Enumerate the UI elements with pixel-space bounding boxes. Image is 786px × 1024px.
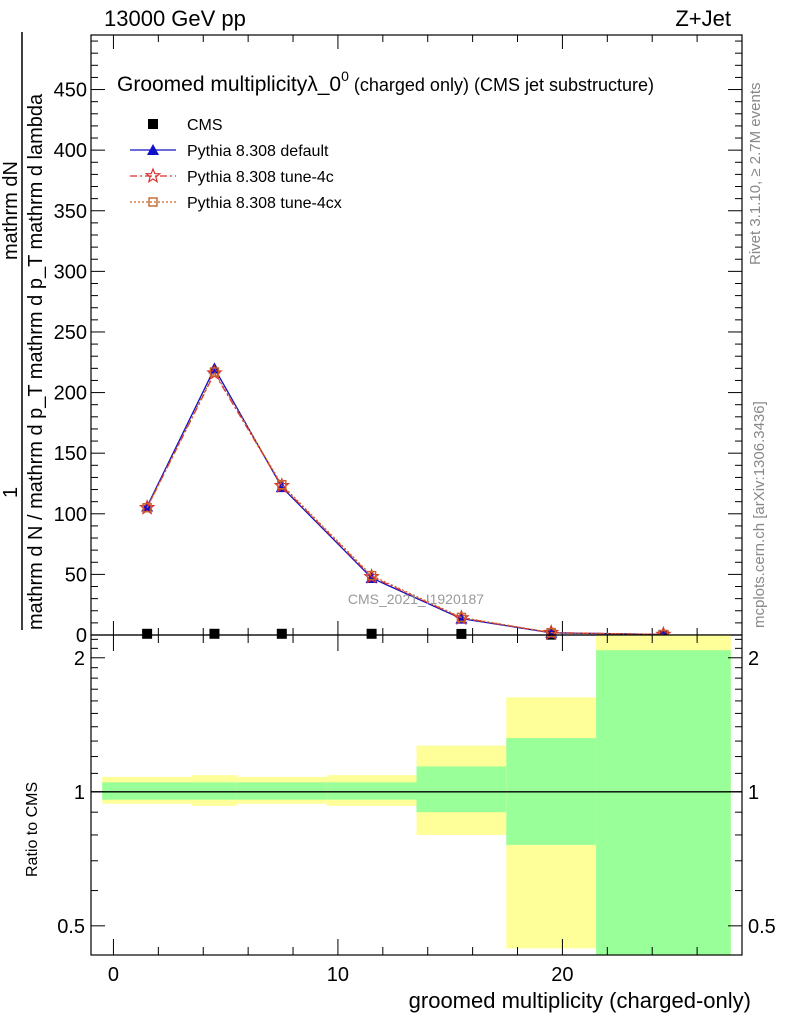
plot-title-rest: (charged only) (CMS jet substructure) <box>349 75 654 95</box>
main-y-tick-label: 350 <box>54 201 87 223</box>
legend-marker <box>144 167 162 184</box>
ratio-band-inner <box>416 766 507 813</box>
data-point <box>542 624 560 640</box>
main-plot-panel: 0 50 100 150 200 250 300 350 400 450 Groomed mult… <box>54 34 743 647</box>
legend: CMS Pythia 8.308 default Pythia 8.308 tune… <box>130 117 342 212</box>
legend-entry: CMS <box>148 117 223 134</box>
main-y-tick-label: 450 <box>54 80 87 102</box>
data-point <box>209 628 220 639</box>
legend-marker <box>148 197 158 207</box>
ratio-band-inner <box>102 782 193 800</box>
main-y-tick-label: 250 <box>54 322 87 344</box>
watermark-label: CMS_2021_I1920187 <box>348 591 484 607</box>
legend-marker <box>147 144 159 155</box>
ratio-y-tick-label-right: 0.5 <box>748 916 776 938</box>
data-point <box>366 570 377 581</box>
x-tick-label: 10 <box>327 964 349 986</box>
rivet-version-label: Rivet 3.1.10, ≥ 2.7M events <box>747 83 764 266</box>
ratio-band-inner <box>326 782 417 800</box>
legend-entry: Pythia 8.308 default <box>130 143 329 160</box>
plot-title: Groomed multiplicityλ_00 (charged only) … <box>117 68 654 96</box>
main-y-axis-label: mathrm d N / mathrm d p_T mathrm d p_T m… <box>0 32 47 630</box>
ratio-band-inner <box>192 782 237 800</box>
plot-title-main: Groomed multiplicityλ_0 <box>117 73 341 96</box>
x-axis-label: groomed multiplicity (charged-only) <box>409 988 751 1013</box>
main-y-tick-label: 150 <box>54 443 87 465</box>
ratio-y-tick-label: 1 <box>74 782 85 804</box>
collision-label: 13000 GeV pp <box>104 6 246 31</box>
ratio-band-inner <box>236 782 327 800</box>
ratio-y-tick-label-right: 2 <box>748 648 759 670</box>
main-y-tick-label: 0 <box>76 625 87 647</box>
x-tick-label: 20 <box>551 964 573 986</box>
ratio-plot-frame <box>90 634 743 956</box>
main-y-tick-label: 100 <box>54 504 87 526</box>
legend-label: Pythia 8.308 default <box>187 143 329 160</box>
legend-label: CMS <box>187 117 223 134</box>
data-point <box>142 503 152 513</box>
y-label-numerator: mathrm dN <box>0 161 22 260</box>
series-cms <box>142 628 669 640</box>
data-point <box>277 479 287 490</box>
legend-label: Pythia 8.308 tune-4c <box>187 169 334 186</box>
data-point <box>209 367 220 377</box>
data-point <box>546 627 556 638</box>
data-point <box>276 628 287 639</box>
data-point <box>142 628 153 639</box>
main-y-tick-label: 50 <box>65 564 87 586</box>
series-pythia-8-308-tune-4cx <box>142 367 669 640</box>
main-y-tick-label: 200 <box>54 383 87 405</box>
legend-label: Pythia 8.308 tune-4cx <box>187 195 342 212</box>
ratio-y-tick-label: 0.5 <box>57 916 85 938</box>
data-point <box>456 612 467 623</box>
plot-title-superscript: 0 <box>341 68 349 84</box>
legend-entry: Pythia 8.308 tune-4cx <box>130 195 342 212</box>
data-point <box>366 628 377 639</box>
data-point <box>138 499 156 515</box>
ratio-y-axis-label: Ratio to CMS <box>24 782 41 877</box>
legend-entry: Pythia 8.308 tune-4c <box>130 167 334 186</box>
ratio-y-tick-label: 2 <box>74 648 85 670</box>
ratio-band-inner <box>596 650 731 955</box>
main-y-tick-label: 300 <box>54 261 87 283</box>
series-line <box>146 370 664 636</box>
legend-marker <box>148 119 158 129</box>
mcplots-label: mcplots.cern.ch [arXiv:1306.3436] <box>751 401 768 628</box>
y-label-one: 1 <box>0 487 22 498</box>
data-point <box>456 628 467 639</box>
ratio-y-tick-label-right: 1 <box>748 782 759 804</box>
process-label: Z+Jet <box>675 6 731 31</box>
ratio-plot-panel: 0.5 0.51 12 20 10 20 <box>57 634 776 986</box>
y-label-denominator: mathrm d N / mathrm d p_T mathrm d p_T m… <box>25 93 47 630</box>
x-tick-label: 0 <box>108 964 119 986</box>
main-y-tick-label: 400 <box>54 140 87 162</box>
